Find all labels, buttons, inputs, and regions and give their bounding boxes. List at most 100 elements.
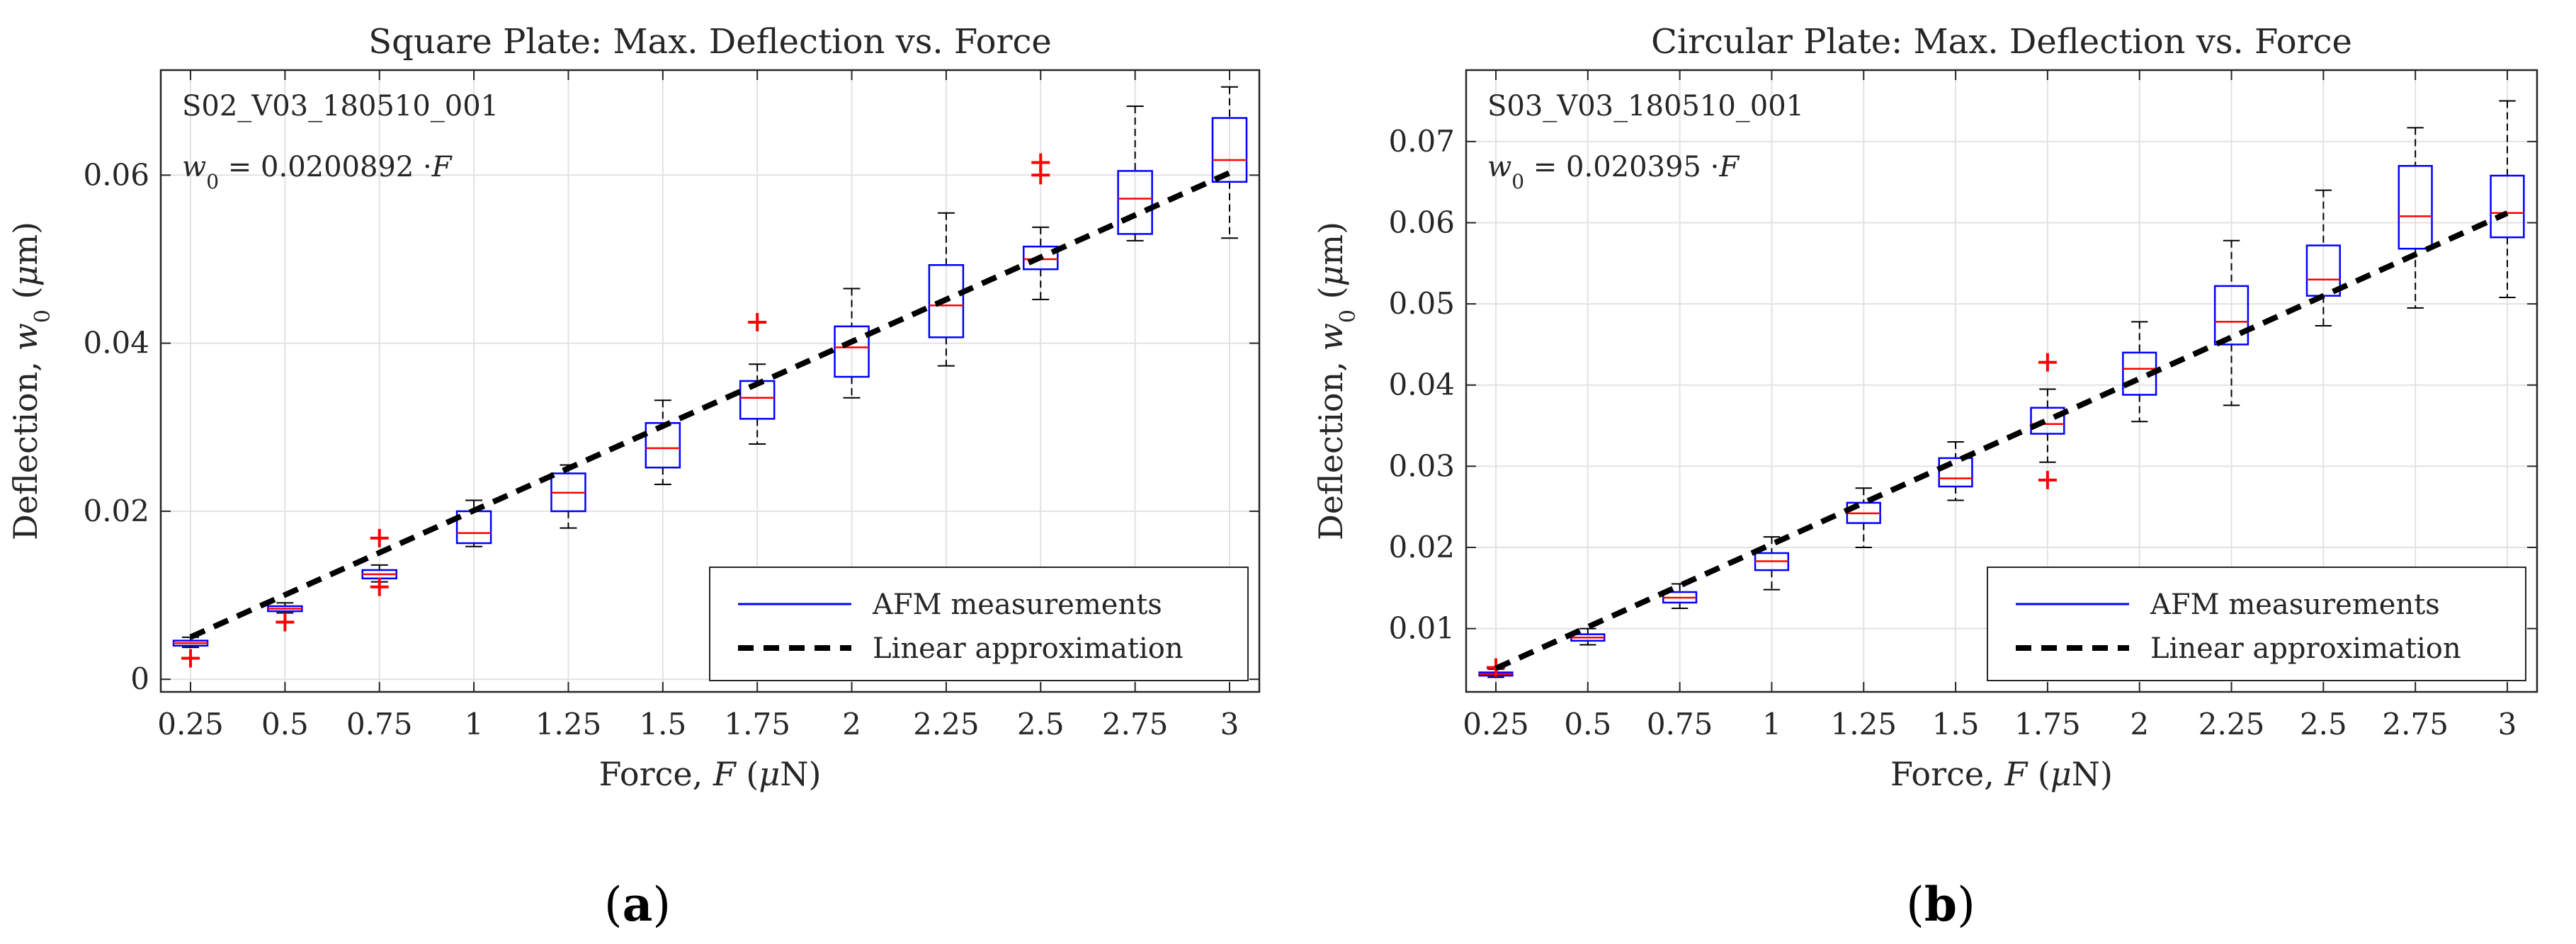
x-tick-label: 3 [1220,707,1239,741]
fit-equation-F: F [1718,151,1740,183]
y-tick-label: 0.02 [1388,530,1455,564]
outlier-marker [2038,353,2057,372]
y-tick-label: 0.02 [83,494,149,528]
legend-label-linear: Linear approximation [873,632,1184,665]
y-axis-label-open: ( [1312,286,1350,309]
boxplot-0.75 [361,528,397,596]
boxplot-1.5 [1938,440,1973,501]
x-axis-label-mu: μ [2050,755,2072,793]
panel-b: 0.25 0.5 0.75 1 1.25 1.5 1.75 2 2.25 2.5 2.75 3 0.01… [1312,22,2538,932]
fit-equation-sub: 0 [206,170,219,193]
sample-id-label: S03_V03_180510_001 [1487,90,1804,123]
x-axis-label: Force, F (μN) [599,755,822,793]
y-tick-label: 0 [130,661,149,696]
y-axis-label-prefix: Deflection, [1312,351,1350,540]
boxplot-2.5 [1023,153,1059,300]
linear-approximation-line [189,170,1231,640]
y-tick-label: 0.07 [1388,124,1455,159]
boxplot-3 [1211,86,1248,239]
y-tick-label: 0.06 [1388,205,1455,239]
outlier-marker [370,577,389,596]
caption-close: ) [652,877,671,932]
legend-box [709,567,1249,681]
boxplot-0.5 [267,602,303,632]
boxplot-2.5 [2305,189,2341,327]
y-tick-label: 0.03 [1388,448,1455,483]
caption-letter: b [1924,877,1957,932]
box-iqr [2213,285,2249,346]
panel-caption: (a) [604,877,671,932]
x-tick-label: 1.25 [1831,707,1897,741]
y-tick-label: 0.04 [1388,368,1455,402]
y-tick-label: 0.01 [1388,611,1455,646]
y-axis-label-var: w [1312,323,1350,351]
boxplot-1 [1754,536,1790,591]
caption-open: ( [604,877,623,932]
chart-title: Square Plate: Max. Deflection vs. Force [368,22,1051,62]
fit-equation-rest: = 0.0200892 · [219,151,432,183]
x-axis-label-open: ( [2027,755,2050,793]
sample-id-label: S02_V03_180510_001 [182,90,499,123]
x-tick-label: 1.5 [1932,707,1980,741]
x-axis-label-var: F [2004,755,2029,793]
legend-box [1987,567,2526,681]
box-iqr [2398,165,2433,250]
outlier-marker [748,312,767,331]
y-axis-label-unit: m) [6,222,45,266]
x-axis-label-prefix: Force, [1890,755,2004,793]
x-axis-label-prefix: Force, [599,755,713,793]
x-tick-label: 2.75 [2382,707,2449,741]
x-tick-label: 3 [2498,707,2517,741]
boxplot-2.75 [2398,127,2433,309]
legend-label-afm: AFM measurements [872,588,1162,621]
x-tick-label: 0.5 [1564,707,1611,741]
x-tick-label: 2.5 [1017,707,1065,741]
legend-label-afm: AFM measurements [2150,588,2440,621]
box-iqr [1023,245,1059,271]
x-tick-label: 0.5 [261,707,309,741]
box-iqr [834,325,870,378]
y-axis-label: Deflection, w0 (μm) [1312,222,1361,540]
fit-equation: w0 = 0.0200892 ·F [182,151,453,193]
x-tick-label: 2 [842,707,861,741]
outlier-marker [2038,470,2057,489]
x-tick-label: 1 [465,707,484,741]
box-iqr [1211,117,1248,183]
x-tick-label: 2.25 [2198,707,2265,741]
outlier-marker [276,613,295,632]
y-axis-label-var: w [6,323,45,351]
boxplot-1.25 [550,464,586,529]
x-axis-label-unit: N) [780,755,821,793]
box-iqr [1117,170,1153,235]
box-iqr [1938,457,1973,488]
boxplot-2.25 [2213,239,2249,406]
x-tick-label: 0.75 [346,707,413,741]
x-axis-label-open: ( [736,755,759,793]
x-tick-label: 2.25 [913,707,980,741]
x-tick-label: 1.25 [535,707,602,741]
boxplot-1.75 [2030,353,2065,489]
fit-equation-sub: 0 [1511,170,1524,193]
fit-equation-var: w [182,151,206,183]
y-axis-label-sub: 0 [30,309,55,323]
x-tick-label: 2.75 [1102,707,1169,741]
box-iqr [2030,406,2065,435]
chart-title: Circular Plate: Max. Deflection vs. Forc… [1651,22,2352,62]
x-tick-label: 0.75 [1647,707,1713,741]
x-axis-label: Force, F (μN) [1890,755,2113,793]
fit-equation: w0 = 0.020395 ·F [1487,151,1740,193]
fit-equation-rest: = 0.020395 · [1524,151,1719,183]
x-axis-label-var: F [713,755,737,793]
boxplot-2.25 [928,212,965,367]
y-tick-label: 0.05 [1388,286,1455,321]
linear-approximation-line [1494,210,2509,671]
box-iqr [928,264,965,339]
y-axis-label-unit: m) [1312,222,1350,266]
y-axis-label-open: ( [6,286,45,309]
panel-caption: (b) [1906,877,1975,932]
y-axis-label: Deflection, w0 (μm) [6,222,55,540]
outlier-marker [370,528,389,547]
outlier-marker [181,649,200,668]
caption-open: ( [1906,877,1924,932]
